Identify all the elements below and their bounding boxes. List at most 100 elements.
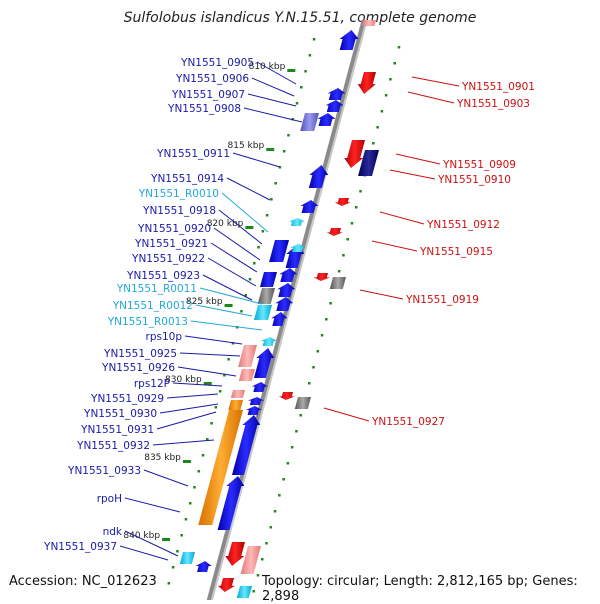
accession-text: Accession: NC_012623 xyxy=(9,574,157,589)
track-dot xyxy=(201,454,205,457)
track-dot xyxy=(252,590,255,593)
leader-line xyxy=(202,274,253,301)
track-dot xyxy=(244,294,248,297)
leader-line xyxy=(172,382,223,387)
track-dot xyxy=(210,422,213,425)
track-dot xyxy=(300,86,303,89)
gene-label-YN1551_0923: YN1551_0923 xyxy=(126,270,200,282)
gene-YN1551_R0012 xyxy=(253,305,272,320)
gene-YN1551_0914 xyxy=(300,200,319,213)
track-dot xyxy=(325,318,328,321)
leader-line xyxy=(207,257,257,287)
track-dot xyxy=(316,350,320,353)
track-dot xyxy=(231,342,235,345)
gene-YN1551_0919 xyxy=(329,277,346,289)
leader-line xyxy=(218,209,263,245)
leader-line xyxy=(323,407,370,422)
gene-label-YN1551_0918: YN1551_0918 xyxy=(142,205,216,217)
gene-YN1551_R0011 xyxy=(257,288,275,304)
gene-YN1551_0931 xyxy=(245,406,262,415)
leader-line xyxy=(195,304,253,317)
gene-YN1551_0929 xyxy=(230,390,245,398)
gene-YN1551_0937 xyxy=(195,561,212,572)
gene-bottom-cyan xyxy=(236,586,252,598)
gene-label-rps10p: rps10p xyxy=(146,331,183,343)
track-dot xyxy=(167,582,171,585)
gene-YN1551_0932 xyxy=(198,410,243,525)
gene-top-faint xyxy=(362,20,376,26)
gene-YN1551_0915 xyxy=(326,228,343,236)
scale-tick xyxy=(245,226,254,229)
gene-label-ndk: ndk xyxy=(103,526,123,538)
gene-label-YN1551_0905: YN1551_0905 xyxy=(180,57,254,69)
scale-tick xyxy=(162,538,171,541)
gene-label-YN1551_0933: YN1551_0933 xyxy=(67,465,141,477)
leader-line xyxy=(179,352,241,357)
map-title: Sulfolobus islandicus Y.N.15.51, complet… xyxy=(123,10,477,26)
track-dot xyxy=(376,126,379,129)
gene-label-YN1551_0912: YN1551_0912 xyxy=(426,219,500,231)
leader-line xyxy=(407,91,455,104)
gene-label-YN1551_R0012: YN1551_R0012 xyxy=(112,300,193,312)
track-dot xyxy=(291,118,294,121)
track-dot xyxy=(389,78,392,81)
gene-label-YN1551_0932: YN1551_0932 xyxy=(76,440,150,452)
leader-line xyxy=(177,366,237,377)
track-dot xyxy=(312,366,315,369)
scale-label: 815 kbp xyxy=(228,141,265,151)
gene-YN1551_0922 xyxy=(259,272,277,287)
gene-label-YN1551_0911: YN1551_0911 xyxy=(156,148,230,160)
track-dot xyxy=(308,54,312,57)
gene-label-YN1551_0903: YN1551_0903 xyxy=(456,98,530,110)
gene-label-YN1551_0908: YN1551_0908 xyxy=(167,103,241,115)
track-dot xyxy=(197,470,201,473)
gene-YN1551_0926 xyxy=(253,348,275,378)
gene-rps12P xyxy=(251,382,268,392)
gene-label-YN1551_0927: YN1551_0927 xyxy=(371,416,445,428)
scale-label: 825 kbp xyxy=(186,297,223,307)
gene-YN1551_0911 xyxy=(308,165,329,188)
track-dot xyxy=(278,494,281,497)
gene-YN1551_0927 xyxy=(294,397,311,409)
leader-line xyxy=(159,403,219,414)
leader-line xyxy=(411,76,460,87)
gene-YN1551_0919a xyxy=(313,273,330,281)
gene-label-YN1551_0929: YN1551_0929 xyxy=(90,393,164,405)
scale-tick xyxy=(203,382,212,385)
gene-ndk xyxy=(179,552,195,564)
track-dot xyxy=(299,414,302,417)
gene-YN1551_0925b xyxy=(238,369,255,381)
scale-label: 830 kbp xyxy=(165,375,202,385)
gene-YN1551_0921 xyxy=(290,244,307,252)
leader-line xyxy=(143,469,189,487)
gene-YN1551_0933 xyxy=(231,415,261,475)
track-dot xyxy=(180,534,183,537)
track-dot xyxy=(256,574,260,577)
gene-YN1551_0906 xyxy=(327,88,346,100)
gene-YN1551_0923b xyxy=(277,283,296,297)
track-dot xyxy=(397,46,401,49)
track-dot xyxy=(359,190,362,193)
track-dot xyxy=(350,222,354,225)
track-dot xyxy=(214,406,218,409)
gene-label-YN1551_R0011: YN1551_R0011 xyxy=(116,283,197,295)
track-dot xyxy=(384,94,388,97)
gene-rps10p xyxy=(260,337,277,346)
track-dot xyxy=(265,214,269,217)
gene-label-YN1551_0930: YN1551_0930 xyxy=(83,408,157,420)
track-dot xyxy=(372,142,375,145)
track-dot xyxy=(278,166,282,169)
track-dot xyxy=(287,134,290,137)
track-dot xyxy=(380,110,384,113)
gene-label-YN1551_0922: YN1551_0922 xyxy=(131,253,205,265)
leader-line xyxy=(247,93,297,107)
track-dot xyxy=(308,382,311,385)
gene-YN1551_R0013 xyxy=(271,312,288,326)
track-dot xyxy=(312,38,316,41)
leader-line xyxy=(152,439,215,446)
genome-backbone-highlight xyxy=(210,20,368,600)
gene-label-YN1551_0910: YN1551_0910 xyxy=(437,174,511,186)
track-dot xyxy=(393,62,396,65)
gene-YN1551_0909 xyxy=(344,140,365,168)
